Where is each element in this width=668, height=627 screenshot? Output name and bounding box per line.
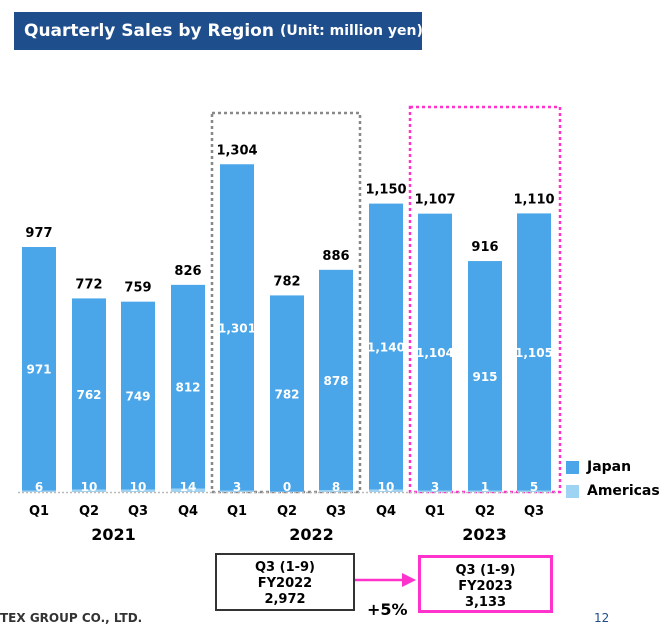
bar-americas-10 xyxy=(517,490,551,492)
total-label-0: 977 xyxy=(25,226,52,241)
page-number: 12 xyxy=(594,611,610,625)
bar-japan-3 xyxy=(171,284,205,489)
title-bar: Quarterly Sales by Region (Unit: million… xyxy=(14,12,423,50)
japan-label-3: 812 xyxy=(175,381,200,395)
x-tick-label-5: Q2 xyxy=(277,504,297,519)
japan-label-7: 1,140 xyxy=(367,341,405,355)
x-tick-label-1: Q2 xyxy=(79,504,99,519)
legend-swatch-americas xyxy=(566,484,579,498)
bar-americas-6 xyxy=(319,489,353,492)
highlight-frame-2023 xyxy=(408,105,562,494)
americas-label-2: 10 xyxy=(130,480,147,494)
japan-label-10: 1,105 xyxy=(515,346,553,360)
legend-label-americas: Americas xyxy=(587,483,660,499)
japan-label-9: 915 xyxy=(472,370,497,384)
legend-label-japan: Japan xyxy=(587,459,632,475)
americas-label-0: 6 xyxy=(35,480,43,494)
total-label-6: 886 xyxy=(322,249,349,264)
x-tick-label-8: Q1 xyxy=(425,504,445,519)
bar-americas-4 xyxy=(220,490,254,492)
japan-label-6: 878 xyxy=(323,374,348,388)
year-label-2022: 2022 xyxy=(289,525,334,544)
total-label-1: 772 xyxy=(75,277,102,292)
bar-japan-5 xyxy=(270,295,304,492)
comparison-box-fy2022: Q3 (1-9) FY2022 2,972 xyxy=(215,553,355,611)
bar-americas-2 xyxy=(121,489,155,492)
bar-japan-6 xyxy=(319,269,353,490)
x-tick-label-6: Q3 xyxy=(326,504,346,519)
comparison-fy-fy2023: FY2023 xyxy=(458,579,513,594)
total-label-3: 826 xyxy=(174,264,201,279)
x-tick-label-7: Q4 xyxy=(376,504,396,519)
comparison-value-fy2022: 2,972 xyxy=(264,592,306,607)
japan-label-4: 1,301 xyxy=(218,321,256,335)
comparison-box-fy2023: Q3 (1-9) FY2023 3,133 xyxy=(418,555,553,613)
bar-americas-9 xyxy=(468,490,502,492)
japan-label-1: 762 xyxy=(76,388,101,402)
total-label-5: 782 xyxy=(273,274,300,289)
total-label-2: 759 xyxy=(124,281,151,296)
japan-label-2: 749 xyxy=(125,390,150,404)
x-tick-label-0: Q1 xyxy=(29,504,49,519)
year-label-2021: 2021 xyxy=(91,525,136,544)
total-label-7: 1,150 xyxy=(365,183,406,198)
americas-label-4: 3 xyxy=(233,480,241,494)
japan-label-8: 1,104 xyxy=(416,346,454,360)
bar-americas-7 xyxy=(369,489,403,492)
comparison-arrow-head xyxy=(402,573,416,587)
comparison-period-fy2023: Q3 (1-9) xyxy=(455,563,516,578)
bar-japan-8 xyxy=(418,213,452,491)
comparison-value-fy2023: 3,133 xyxy=(464,595,507,610)
bar-japan-1 xyxy=(72,298,106,490)
x-tick-label-9: Q2 xyxy=(475,504,495,519)
bar-americas-0 xyxy=(22,490,56,492)
japan-label-5: 782 xyxy=(274,387,299,401)
total-label-8: 1,107 xyxy=(414,193,455,208)
americas-label-7: 10 xyxy=(378,480,395,494)
chart-title: Quarterly Sales by Region xyxy=(24,21,274,41)
bar-americas-1 xyxy=(72,489,106,492)
x-tick-label-2: Q3 xyxy=(128,504,148,519)
americas-label-9: 1 xyxy=(481,480,489,494)
total-label-10: 1,110 xyxy=(513,192,554,207)
bar-japan-4 xyxy=(220,164,254,491)
total-label-4: 1,304 xyxy=(216,143,257,158)
comparison-fy-fy2022: FY2022 xyxy=(257,576,313,591)
chart-unit: (Unit: million yen) xyxy=(279,23,423,39)
bar-americas-8 xyxy=(418,490,452,492)
comparison-period-fy2022: Q3 (1-9) xyxy=(255,560,315,575)
bar-japan-10 xyxy=(517,213,551,491)
bar-japan-2 xyxy=(121,301,155,490)
x-tick-label-3: Q4 xyxy=(178,504,198,519)
americas-label-5: 0 xyxy=(283,480,291,494)
americas-label-6: 8 xyxy=(332,480,340,494)
bar-japan-9 xyxy=(468,261,502,491)
footer-company: TEX GROUP CO., LTD. xyxy=(0,611,143,625)
bar-japan-0 xyxy=(22,247,56,491)
legend: Japan Americas xyxy=(566,455,660,503)
japan-label-0: 971 xyxy=(26,363,51,377)
year-label-2023: 2023 xyxy=(462,525,507,544)
legend-swatch-japan xyxy=(566,460,579,474)
x-tick-label-10: Q3 xyxy=(524,504,544,519)
americas-label-8: 3 xyxy=(431,480,439,494)
x-tick-label-4: Q1 xyxy=(227,504,247,519)
legend-item-japan: Japan xyxy=(566,455,660,479)
bar-americas-3 xyxy=(171,488,205,492)
bar-japan-7 xyxy=(369,203,403,490)
americas-label-3: 14 xyxy=(180,480,197,494)
americas-label-10: 5 xyxy=(530,480,538,494)
americas-label-1: 10 xyxy=(81,480,98,494)
legend-item-americas: Americas xyxy=(566,479,660,503)
growth-rate: +5% xyxy=(367,600,408,619)
total-label-9: 916 xyxy=(471,240,498,255)
